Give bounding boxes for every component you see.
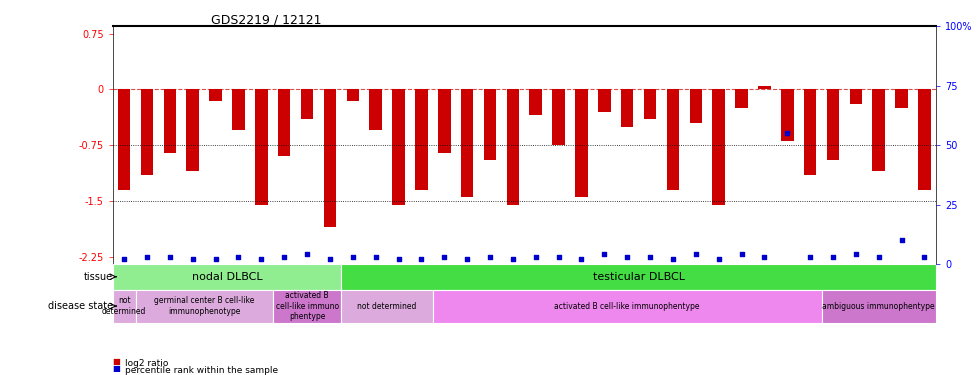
Point	[299, 252, 315, 258]
Bar	[433, 290, 821, 322]
Bar	[141, 89, 153, 175]
Point	[916, 254, 932, 260]
Bar	[438, 89, 451, 153]
Bar	[598, 89, 611, 112]
Point	[825, 254, 841, 260]
Bar	[690, 89, 702, 123]
Point	[803, 254, 818, 260]
Point	[254, 256, 270, 262]
Bar	[272, 290, 341, 322]
Point	[734, 252, 750, 258]
Bar	[553, 89, 564, 145]
Point	[619, 254, 635, 260]
Point	[551, 254, 566, 260]
Text: not determined: not determined	[358, 302, 416, 310]
Bar	[347, 89, 359, 101]
Text: testicular DLBCL: testicular DLBCL	[593, 272, 685, 282]
Bar	[827, 89, 839, 160]
Bar	[507, 89, 519, 204]
Point	[139, 254, 155, 260]
Point	[528, 254, 544, 260]
Bar	[369, 89, 382, 130]
Point	[597, 252, 612, 258]
Bar	[850, 89, 862, 104]
Point	[345, 254, 361, 260]
Point	[460, 256, 475, 262]
Point	[276, 254, 292, 260]
Point	[230, 254, 246, 260]
Bar	[255, 89, 268, 204]
Text: disease state: disease state	[48, 301, 113, 311]
Text: germinal center B cell-like
immunophenotype: germinal center B cell-like immunophenot…	[154, 296, 255, 316]
Point	[642, 254, 658, 260]
Bar	[210, 89, 221, 101]
Bar	[484, 89, 496, 160]
Bar	[918, 89, 931, 190]
Bar	[164, 89, 176, 153]
Point	[482, 254, 498, 260]
Text: percentile rank within the sample: percentile rank within the sample	[125, 366, 278, 375]
Point	[665, 256, 681, 262]
Bar	[781, 89, 794, 141]
Bar	[804, 89, 816, 175]
Bar	[232, 89, 245, 130]
Bar	[113, 264, 341, 290]
Point	[185, 256, 201, 262]
Text: activated B
cell-like immuno
phentype: activated B cell-like immuno phentype	[275, 291, 339, 321]
Point	[848, 252, 863, 258]
Point	[894, 237, 909, 243]
Point	[757, 254, 772, 260]
Text: not
determined: not determined	[102, 296, 146, 316]
Point	[573, 256, 589, 262]
Point	[208, 256, 223, 262]
Bar	[759, 86, 770, 89]
Bar	[735, 89, 748, 108]
Bar	[666, 89, 679, 190]
Text: ■: ■	[113, 364, 121, 373]
Bar	[644, 89, 657, 119]
Bar	[135, 290, 272, 322]
Bar	[872, 89, 885, 171]
Bar	[575, 89, 588, 197]
Text: ambiguous immunophentype: ambiguous immunophentype	[822, 302, 935, 310]
Point	[688, 252, 704, 258]
Bar	[392, 89, 405, 204]
Bar	[118, 89, 130, 190]
Text: activated B cell-like immunophentype: activated B cell-like immunophentype	[555, 302, 700, 310]
Point	[505, 256, 520, 262]
Bar	[461, 89, 473, 197]
Point	[436, 254, 452, 260]
Bar	[341, 264, 936, 290]
Point	[162, 254, 177, 260]
Point	[391, 256, 407, 262]
Bar	[113, 290, 135, 322]
Point	[779, 130, 795, 136]
Bar	[278, 89, 290, 156]
Text: GDS2219 / 12121: GDS2219 / 12121	[212, 13, 322, 26]
Point	[322, 256, 338, 262]
Bar	[416, 89, 427, 190]
Text: ■: ■	[113, 357, 121, 366]
Bar	[301, 89, 314, 119]
Bar	[186, 89, 199, 171]
Bar	[621, 89, 633, 126]
Bar	[712, 89, 725, 204]
Point	[368, 254, 383, 260]
Bar	[821, 290, 936, 322]
Text: tissue: tissue	[83, 272, 113, 282]
Point	[871, 254, 887, 260]
Bar	[341, 290, 433, 322]
Text: log2 ratio: log2 ratio	[125, 358, 169, 368]
Point	[414, 256, 429, 262]
Text: nodal DLBCL: nodal DLBCL	[192, 272, 263, 282]
Bar	[896, 89, 907, 108]
Bar	[529, 89, 542, 116]
Bar	[323, 89, 336, 227]
Point	[117, 256, 132, 262]
Point	[710, 256, 726, 262]
